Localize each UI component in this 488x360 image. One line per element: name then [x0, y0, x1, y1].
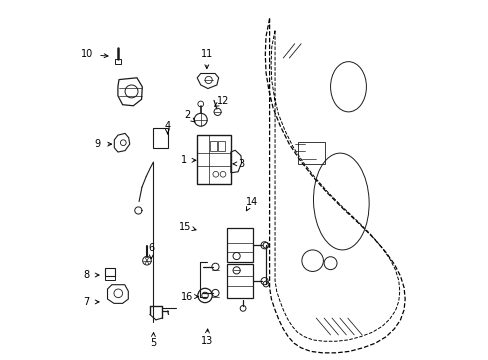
Text: 16: 16 [181, 292, 193, 302]
Text: 13: 13 [200, 336, 213, 346]
Text: 4: 4 [164, 121, 170, 131]
Text: 3: 3 [237, 159, 244, 169]
Text: 14: 14 [245, 197, 257, 207]
Text: 2: 2 [183, 111, 190, 121]
Bar [104, 268, 115, 276]
Text: 9: 9 [94, 139, 101, 149]
Text: 8: 8 [83, 270, 90, 280]
Text: 1: 1 [180, 155, 186, 165]
Bar [209, 140, 217, 151]
Bar [115, 59, 121, 64]
Bar [153, 128, 168, 148]
Text: 11: 11 [200, 49, 213, 59]
Text: 12: 12 [216, 96, 229, 106]
Text: 5: 5 [150, 338, 156, 348]
Text: 10: 10 [81, 49, 93, 59]
Text: 7: 7 [83, 297, 90, 307]
Text: 15: 15 [179, 222, 191, 231]
Text: 6: 6 [148, 243, 154, 253]
Bar [218, 140, 225, 151]
Bar [298, 142, 325, 164]
Bar [104, 276, 115, 280]
